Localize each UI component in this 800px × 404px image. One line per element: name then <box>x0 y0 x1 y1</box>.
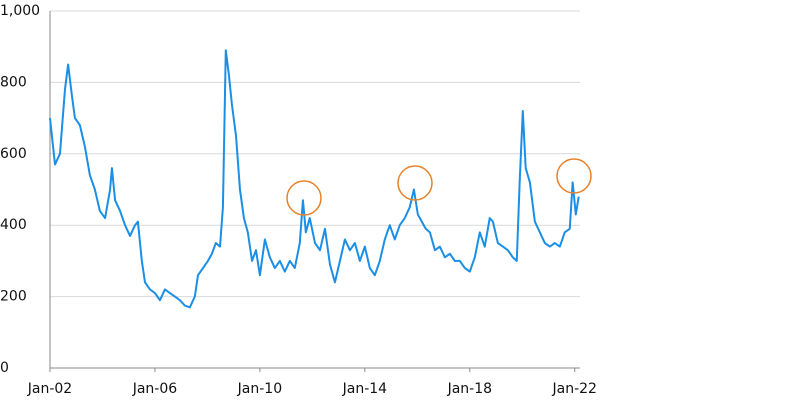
x-tick-label: Jan-02 <box>27 381 72 397</box>
x-tick-label: Jan-10 <box>237 381 282 397</box>
highlight-circle <box>286 180 322 216</box>
y-tick-label: 1,000 <box>0 3 40 19</box>
x-tick-label: Jan-14 <box>342 381 388 397</box>
y-tick-label: 200 <box>0 289 27 305</box>
highlight-circle <box>397 165 433 201</box>
y-tick-label: 400 <box>0 217 27 233</box>
x-tick-label: Jan-22 <box>552 381 597 397</box>
x-tick-label: Jan-18 <box>447 381 492 397</box>
line-series <box>49 49 580 309</box>
y-tick-label: 600 <box>0 146 27 162</box>
y-tick-label: 800 <box>0 74 27 90</box>
y-tick-label: 0 <box>0 360 9 376</box>
highlight-circle <box>556 158 592 194</box>
highlights <box>286 158 592 216</box>
x-tick-label: Jan-06 <box>132 381 178 397</box>
